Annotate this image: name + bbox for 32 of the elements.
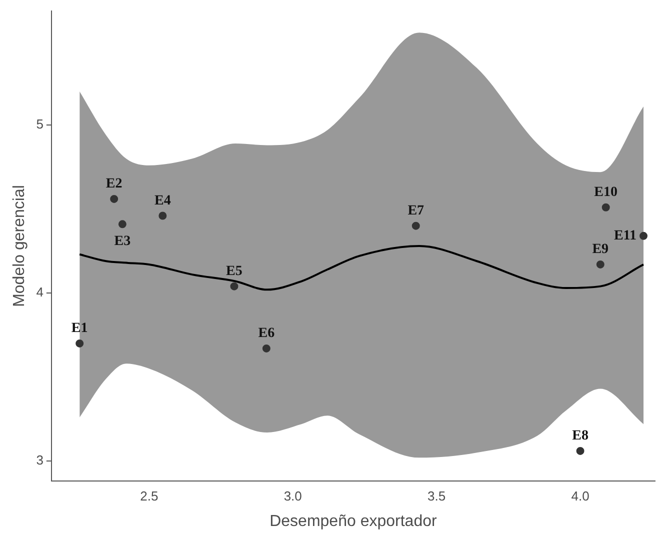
point — [158, 212, 167, 220]
line-series — [78, 245, 645, 291]
x-tick-label: 2.5 — [140, 488, 158, 504]
y-axis-title: Modelo gerencial — [11, 185, 28, 307]
annotation: E4 — [154, 193, 171, 208]
annotation: E6 — [258, 326, 275, 342]
annotation: E8 — [572, 428, 588, 444]
annotation: E7 — [408, 203, 424, 218]
annotation: E3 — [114, 234, 131, 249]
annotation: E1 — [71, 321, 88, 336]
y-tick-label: 5 — [36, 116, 44, 132]
point — [262, 344, 270, 352]
annotation: E11 — [614, 228, 637, 244]
annotation: E9 — [592, 242, 609, 258]
point — [76, 339, 84, 348]
x-tick-label: 3.0 — [284, 488, 302, 504]
point — [230, 282, 238, 290]
y-tick-label: 4 — [36, 284, 44, 300]
point — [412, 222, 420, 230]
x-tick-label: 4.0 — [571, 488, 590, 504]
point — [596, 260, 604, 268]
annotation: E2 — [106, 176, 122, 192]
x-axis-title: Desempeño exportador — [270, 512, 438, 530]
point — [110, 194, 118, 203]
x-tick-label: 3.5 — [428, 488, 446, 504]
annotation: E5 — [226, 264, 242, 279]
point — [602, 203, 610, 212]
point — [118, 220, 126, 228]
point — [640, 232, 648, 240]
point — [576, 446, 584, 455]
annotation: E10 — [594, 184, 618, 200]
y-tick-label: 3 — [36, 452, 44, 468]
